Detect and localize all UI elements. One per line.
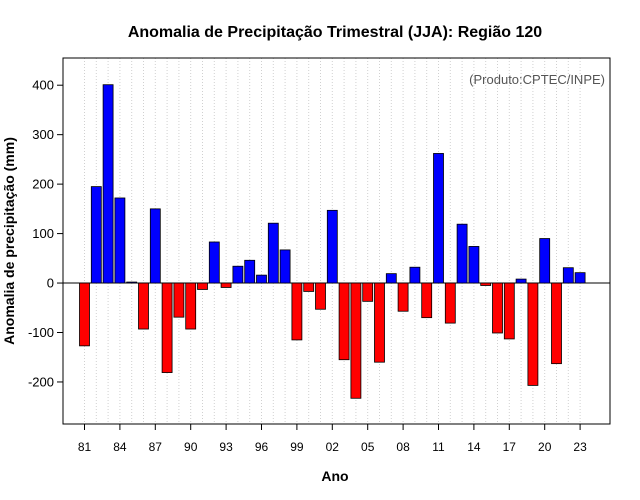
bar-2017 <box>503 282 515 340</box>
bar-2022 <box>562 267 574 284</box>
x-tick-label: 23 <box>573 440 587 454</box>
x-tick-label: 99 <box>290 440 304 454</box>
y-tick-label: -200 <box>28 374 54 389</box>
bar-2005 <box>362 282 374 302</box>
y-axis-ticks: -200 -100 0 100 200 300 400 <box>28 78 63 389</box>
bar-2010 <box>421 282 433 319</box>
bar-2019 <box>527 282 539 386</box>
bar-1989 <box>173 282 185 318</box>
x-tick-label: 20 <box>538 440 552 454</box>
bar-1991 <box>197 282 208 290</box>
bar-1983 <box>102 84 114 284</box>
bar-2016 <box>492 282 503 334</box>
bar-2023 <box>574 272 586 284</box>
bar-1993 <box>220 282 232 288</box>
x-axis-label: Ano <box>321 468 348 484</box>
credit-label: (Produto:CPTEC/INPE) <box>469 72 605 87</box>
bar-1984 <box>114 197 126 284</box>
x-tick-label: 17 <box>503 440 517 454</box>
bar-2003 <box>338 282 350 361</box>
bar-2008 <box>397 282 409 312</box>
x-tick-label: 90 <box>184 440 198 454</box>
bar-2021 <box>551 282 562 365</box>
bar-1997 <box>267 222 279 284</box>
bar-1999 <box>291 282 303 341</box>
bar-2000 <box>303 282 315 292</box>
y-tick-label: 100 <box>32 226 54 241</box>
bar-1982 <box>90 186 102 284</box>
chart-title: Anomalia de Precipitação Trimestral (JJA… <box>128 24 542 41</box>
y-tick-label: 400 <box>32 78 54 93</box>
x-tick-label: 08 <box>396 440 410 454</box>
y-tick-label: 0 <box>47 276 54 291</box>
bar-1992 <box>208 241 220 284</box>
bar-2018 <box>515 278 527 284</box>
bar-1994 <box>232 265 244 284</box>
bar-1988 <box>161 282 173 373</box>
x-tick-label: 14 <box>467 440 481 454</box>
bar-1986 <box>138 282 149 330</box>
y-axis-label: Anomalia de precipitação (mm) <box>1 137 17 345</box>
y-tick-label: 300 <box>32 127 54 142</box>
bar-2007 <box>385 273 397 284</box>
bar-1990 <box>185 282 197 330</box>
bar-2020 <box>539 238 551 284</box>
x-tick-label: 81 <box>78 440 92 454</box>
y-tick-label: -100 <box>28 325 54 340</box>
bar-2011 <box>433 153 444 284</box>
bar-2014 <box>468 246 480 284</box>
x-axis-ticks: 81 84 87 90 93 96 99 02 05 08 11 14 17 20 23 <box>78 424 587 454</box>
x-tick-label: 93 <box>219 440 233 454</box>
bar-2004 <box>350 282 362 399</box>
bar-2013 <box>456 223 468 284</box>
bar-1996 <box>256 274 267 284</box>
bar-2002 <box>326 209 338 284</box>
bar-2009 <box>409 266 421 284</box>
bar-1998 <box>279 249 291 284</box>
bar-1981 <box>79 282 90 347</box>
bar-1995 <box>244 259 256 284</box>
x-tick-label: 02 <box>326 440 340 454</box>
bar-2015 <box>480 282 492 286</box>
bar-2012 <box>444 282 456 324</box>
y-tick-label: 200 <box>32 177 54 192</box>
bar-1985 <box>126 281 138 284</box>
bar-2006 <box>374 282 385 363</box>
bar-2001 <box>315 282 326 310</box>
bars <box>79 84 586 399</box>
x-tick-label: 05 <box>361 440 375 454</box>
x-tick-label: 87 <box>149 440 163 454</box>
x-tick-label: 96 <box>255 440 269 454</box>
plot-frame <box>62 57 611 425</box>
bar-1987 <box>149 208 161 284</box>
x-tick-label: 84 <box>113 440 127 454</box>
x-tick-label: 11 <box>432 440 445 454</box>
